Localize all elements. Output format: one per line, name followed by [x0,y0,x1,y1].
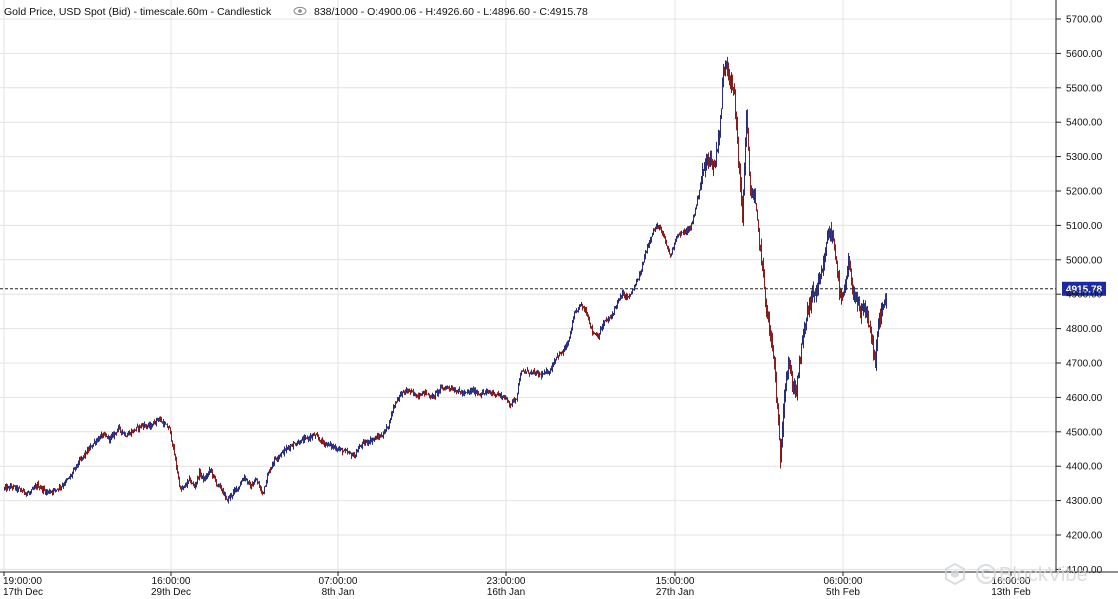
y-tick-label: 5000.00 [1066,255,1103,266]
y-tick-label: 5700.00 [1066,15,1103,26]
x-tick-date: 13th Feb [991,587,1031,598]
x-tick-time: 16:00:00 [152,576,191,587]
y-tick-label: 4200.00 [1066,531,1103,542]
y-tick-label: 4900.00 [1066,290,1103,301]
x-tick-time: 07:00:00 [319,576,358,587]
last-price-label: 4915.78 [1066,284,1103,295]
last-price-badge [1062,281,1106,296]
x-tick-date: 29th Dec [151,587,191,598]
y-tick-label: 4700.00 [1066,359,1103,370]
y-tick-label: 5500.00 [1066,83,1103,94]
blockvibe-logo-icon [945,562,965,586]
y-tick-label: 5300.00 [1066,152,1103,163]
x-tick-time: 15:00:00 [656,576,695,587]
overlay: 4915.78 [0,281,1106,296]
y-tick-label: 4600.00 [1066,393,1103,404]
copyright-icon [976,564,996,584]
x-tick-time: 23:00:00 [487,576,526,587]
y-tick-label: 5200.00 [1066,187,1103,198]
x-tick-time: 06:00:00 [824,576,863,587]
y-tick-label: 4800.00 [1066,324,1103,335]
ohlc-readout: 838/1000 - O:4900.06 - H:4926.60 - L:489… [314,6,588,18]
x-tick-time: 19:00:00 [3,576,42,587]
y-tick-label: 4100.00 [1066,565,1103,576]
x-tick-date: 16th Jan [487,587,525,598]
y-tick-label: 4500.00 [1066,427,1103,438]
x-tick-time: 16:00:00 [992,576,1031,587]
x-tick-date: 17th Dec [3,587,43,598]
watermark-text: BlockVibe [999,564,1088,586]
x-tick-date: 8th Jan [322,587,355,598]
eye-icon[interactable] [293,6,307,16]
candles [4,56,887,504]
x-tick-date: 27th Jan [656,587,694,598]
grid [0,0,1056,572]
y-tick-label: 5600.00 [1066,49,1103,60]
x-tick-date: 5th Feb [826,587,860,598]
y-tick-label: 4300.00 [1066,496,1103,507]
y-tick-label: 5400.00 [1066,118,1103,129]
y-tick-label: 5100.00 [1066,221,1103,232]
y-tick-label: 4400.00 [1066,462,1103,473]
chart-title: Gold Price, USD Spot (Bid) - timescale.6… [4,6,272,18]
watermark: BlockVibe [945,562,1088,586]
